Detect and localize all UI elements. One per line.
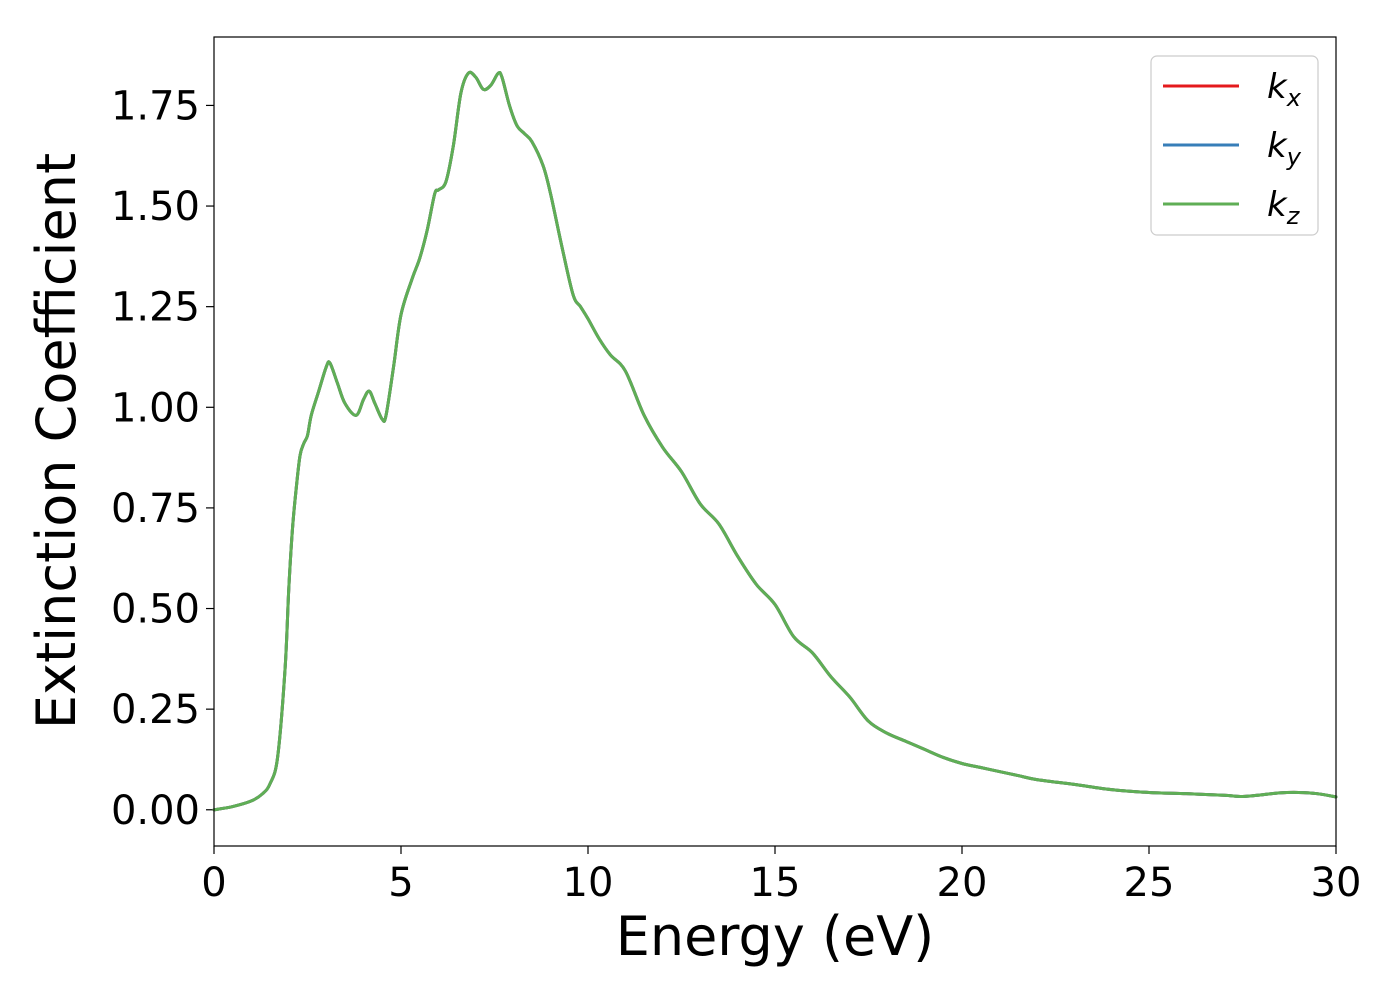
legend-label-subscript: z: [1286, 202, 1301, 230]
legend-item-k-x[interactable]: kx: [1163, 67, 1302, 112]
series-line-k-z: [212, 70, 1338, 812]
legend-label: ky: [1267, 126, 1302, 171]
legend-label-main: k: [1267, 185, 1288, 225]
x-tick-label: 20: [937, 860, 988, 906]
y-tick-label: 0.00: [111, 788, 200, 834]
legend-label: kx: [1267, 67, 1302, 112]
y-tick-label: 1.25: [111, 285, 200, 331]
x-tick-label: 15: [750, 860, 801, 906]
x-axis: 0 5 10 15 20 25 30: [201, 846, 1361, 906]
y-tick-label: 0.75: [111, 486, 200, 532]
legend-item-k-z[interactable]: kz: [1163, 185, 1301, 230]
plot-frame: [213, 36, 1337, 847]
legend-label-main: k: [1267, 126, 1288, 166]
x-tick-label: 10: [563, 860, 614, 906]
legend-label-subscript: x: [1286, 84, 1302, 112]
x-tick-label: 30: [1311, 860, 1362, 906]
y-tick-label: 1.50: [111, 184, 200, 230]
series-group: [212, 70, 1338, 812]
y-tick-label: 0.25: [111, 687, 200, 733]
y-axis-title: Extinction Coefficient: [25, 153, 88, 729]
legend-label-subscript: y: [1286, 143, 1302, 171]
x-tick-label: 5: [388, 860, 413, 906]
legend-item-k-y[interactable]: ky: [1163, 126, 1302, 171]
y-tick-label: 0.50: [111, 587, 200, 633]
y-tick-label: 1.00: [111, 385, 200, 431]
x-axis-title: Energy (eV): [616, 905, 935, 968]
legend-label-main: k: [1267, 67, 1288, 107]
x-tick-label: 0: [201, 860, 226, 906]
legend-label: kz: [1267, 185, 1301, 230]
y-axis: 0.00 0.25 0.50 0.75 1.00 1.25 1.50 1.75: [111, 83, 214, 834]
y-tick-label: 1.75: [111, 83, 200, 129]
x-tick-label: 25: [1124, 860, 1175, 906]
